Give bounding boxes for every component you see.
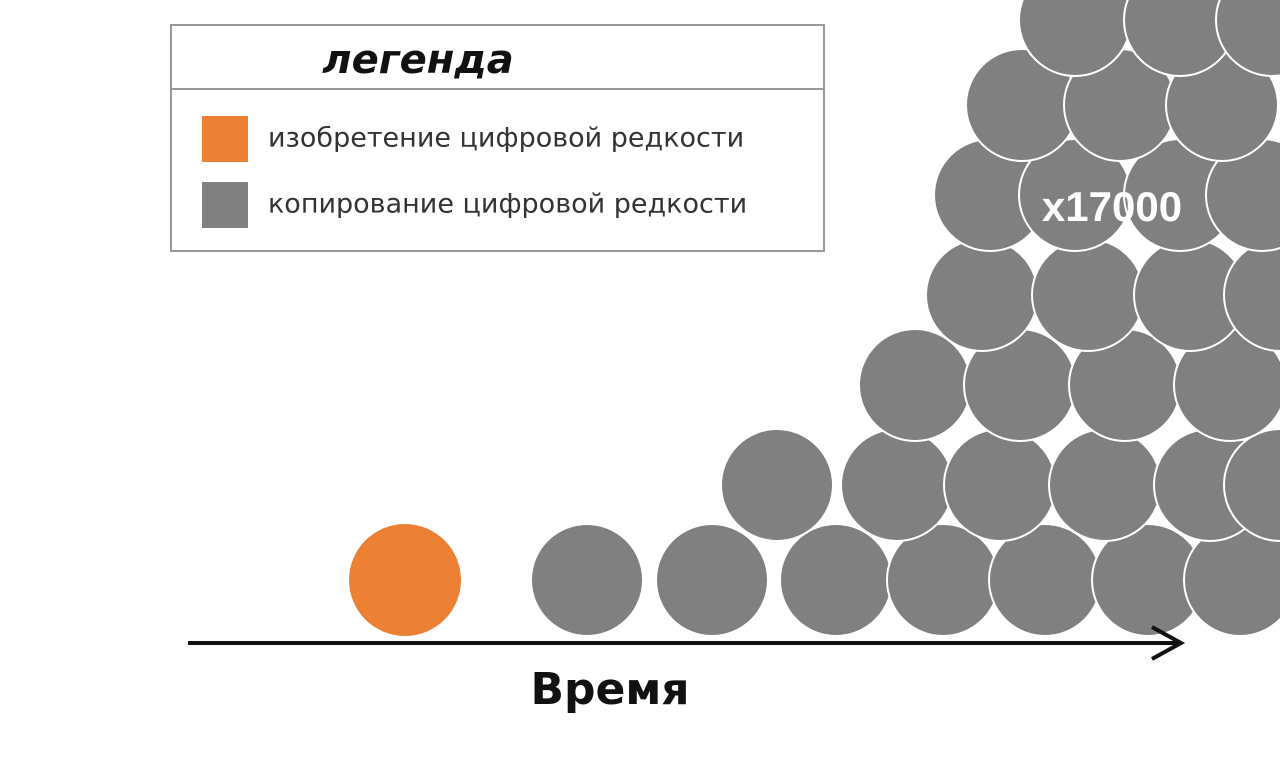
legend-title: легенда (322, 37, 513, 83)
multiplier-annotation: x17000 (1042, 183, 1182, 230)
legend-swatch (202, 116, 248, 162)
legend-swatch (202, 182, 248, 228)
copy-circle (1223, 238, 1280, 352)
copy-circle (1223, 428, 1280, 542)
copy-circle (1215, 0, 1280, 77)
circles (530, 0, 1280, 637)
copy-circle (530, 523, 644, 637)
copy-circle (943, 428, 1057, 542)
copy-circle (840, 428, 954, 542)
copy-circle (779, 523, 893, 637)
copy-circle (1048, 428, 1162, 542)
copy-circle (720, 428, 834, 542)
axis-label: Время (530, 664, 689, 715)
legend-label: копирование цифровой редкости (268, 189, 747, 220)
invention-circle (349, 524, 461, 636)
legend-label: изобретение цифровой редкости (268, 123, 744, 154)
copy-circle (925, 238, 1039, 352)
axis-arrowhead (1151, 625, 1186, 661)
copy-circle (655, 523, 769, 637)
copy-circle (1031, 238, 1145, 352)
copy-circle (858, 328, 972, 442)
legend-box (170, 24, 825, 252)
